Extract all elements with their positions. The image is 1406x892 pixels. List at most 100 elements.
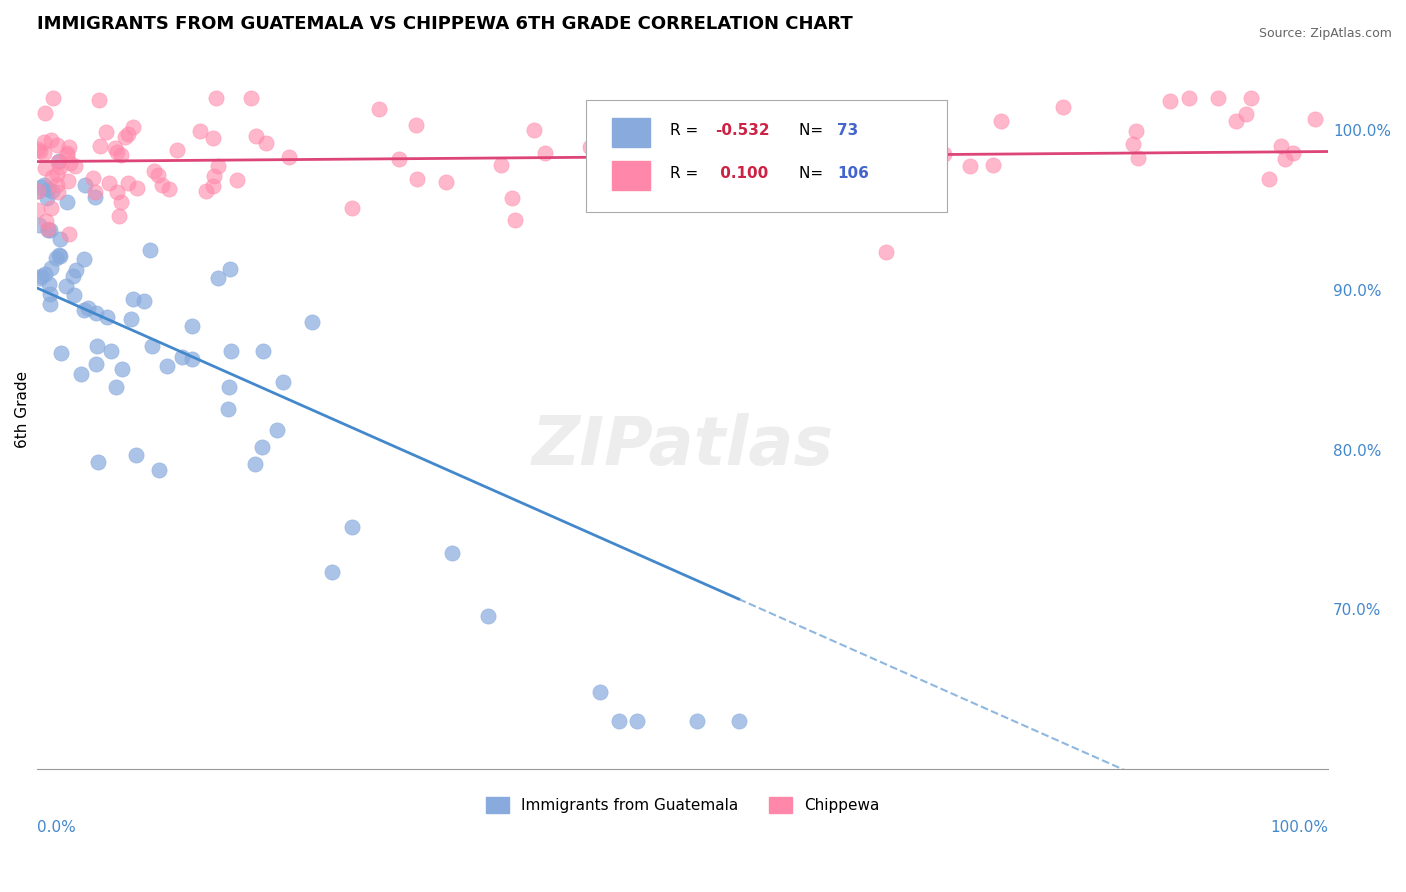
Point <box>49 160 72 174</box>
Point <box>39 297 62 311</box>
FancyBboxPatch shape <box>612 161 650 190</box>
Point <box>180 352 202 367</box>
Point <box>1282 145 1305 160</box>
Point <box>157 182 180 196</box>
Point <box>859 138 882 153</box>
Point <box>110 147 132 161</box>
Point <box>589 685 612 699</box>
Point <box>1052 100 1074 114</box>
Point <box>87 455 110 469</box>
Point <box>1257 171 1279 186</box>
Point <box>146 168 169 182</box>
FancyBboxPatch shape <box>612 118 650 147</box>
Point <box>58 174 80 188</box>
Point <box>34 106 56 120</box>
Point <box>406 172 429 186</box>
Point <box>266 423 288 437</box>
Point <box>38 277 60 292</box>
Point <box>254 136 277 150</box>
Point <box>37 222 59 236</box>
Point <box>45 178 67 192</box>
Point <box>202 169 225 183</box>
Point <box>117 128 139 142</box>
Point <box>49 249 72 263</box>
Point <box>143 163 166 178</box>
Text: N=: N= <box>799 166 828 181</box>
Text: IMMIGRANTS FROM GUATEMALA VS CHIPPEWA 6TH GRADE CORRELATION CHART: IMMIGRANTS FROM GUATEMALA VS CHIPPEWA 6T… <box>37 15 852 33</box>
Point <box>39 133 62 147</box>
Point <box>127 181 149 195</box>
Point <box>49 346 72 360</box>
Point <box>63 288 86 302</box>
Point <box>278 150 301 164</box>
Point <box>56 148 79 162</box>
Point <box>983 158 1005 172</box>
Text: 106: 106 <box>838 166 869 181</box>
Point <box>70 367 93 381</box>
Point <box>727 714 749 729</box>
Point <box>28 270 51 285</box>
Point <box>125 448 148 462</box>
Point <box>45 138 67 153</box>
Point <box>62 268 84 283</box>
Legend: Immigrants from Guatemala, Chippewa: Immigrants from Guatemala, Chippewa <box>479 791 886 819</box>
Point <box>32 135 55 149</box>
Point <box>138 243 160 257</box>
Point <box>1240 91 1263 105</box>
Point <box>49 232 72 246</box>
Point <box>48 153 70 168</box>
Point <box>58 227 80 241</box>
Text: -0.532: -0.532 <box>714 123 769 138</box>
Point <box>501 191 523 205</box>
Point <box>58 140 80 154</box>
Point <box>762 171 785 186</box>
Text: 73: 73 <box>838 123 859 138</box>
Point <box>434 175 457 189</box>
Text: 0.100: 0.100 <box>714 166 768 181</box>
Point <box>111 362 134 376</box>
Point <box>41 261 63 276</box>
Point <box>96 125 118 139</box>
Point <box>1122 137 1144 152</box>
Point <box>218 380 240 394</box>
Point <box>41 184 63 198</box>
Point <box>37 223 59 237</box>
Point <box>89 139 111 153</box>
Point <box>110 195 132 210</box>
Point <box>1128 151 1150 165</box>
Point <box>1125 124 1147 138</box>
Point <box>523 123 546 137</box>
Text: R =: R = <box>669 123 703 138</box>
Point <box>35 190 58 204</box>
Point <box>932 146 955 161</box>
Point <box>301 315 323 329</box>
Point <box>28 218 51 232</box>
Text: ZIPatlas: ZIPatlas <box>531 413 834 478</box>
Point <box>204 91 226 105</box>
Point <box>63 159 86 173</box>
Point <box>770 176 793 190</box>
Point <box>34 267 56 281</box>
Point <box>1159 94 1181 108</box>
Point <box>533 146 555 161</box>
Point <box>477 608 499 623</box>
Point <box>685 714 707 729</box>
Point <box>65 263 87 277</box>
Point <box>32 178 55 193</box>
Point <box>489 158 512 172</box>
Point <box>759 178 782 192</box>
Point <box>73 302 96 317</box>
Point <box>27 202 49 217</box>
Point <box>96 310 118 325</box>
Point <box>865 171 887 186</box>
Point <box>104 140 127 154</box>
Point <box>46 185 69 199</box>
Point <box>675 146 697 161</box>
Point <box>202 131 225 145</box>
Point <box>48 248 70 262</box>
Point <box>107 209 129 223</box>
Point <box>39 287 62 301</box>
Point <box>1303 112 1326 126</box>
Point <box>202 179 225 194</box>
Point <box>86 339 108 353</box>
